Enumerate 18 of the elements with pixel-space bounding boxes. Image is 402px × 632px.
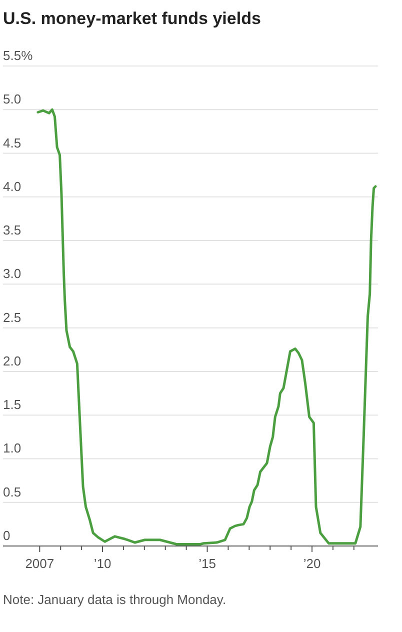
y-tick-label: 3.5 [3, 222, 22, 238]
x-tick-label: ’20 [303, 556, 321, 571]
x-tick-label: ’10 [94, 556, 112, 571]
y-tick-label: 1.5 [3, 397, 22, 412]
y-tick-label: 4.5 [3, 135, 22, 150]
y-tick-label: 5.0 [3, 92, 22, 107]
text: Note: January data is through Monday. [3, 592, 226, 607]
y-tick-label: 2.5 [3, 310, 22, 325]
y-tick-label: 0.5 [3, 484, 22, 500]
y-tick-label: 3.0 [3, 266, 22, 282]
y-tick-label: 0 [3, 528, 10, 543]
y-tick-label: 2.0 [3, 353, 22, 368]
y-tick-label: 4.0 [3, 178, 22, 194]
y-tick-label: 5.5% [3, 48, 34, 63]
x-tick-label: 2007 [25, 556, 54, 571]
chart-title: U.S. money-market funds yields [3, 9, 261, 28]
y-tick-label: 1.0 [3, 440, 22, 456]
x-tick-label: ’15 [198, 556, 216, 571]
